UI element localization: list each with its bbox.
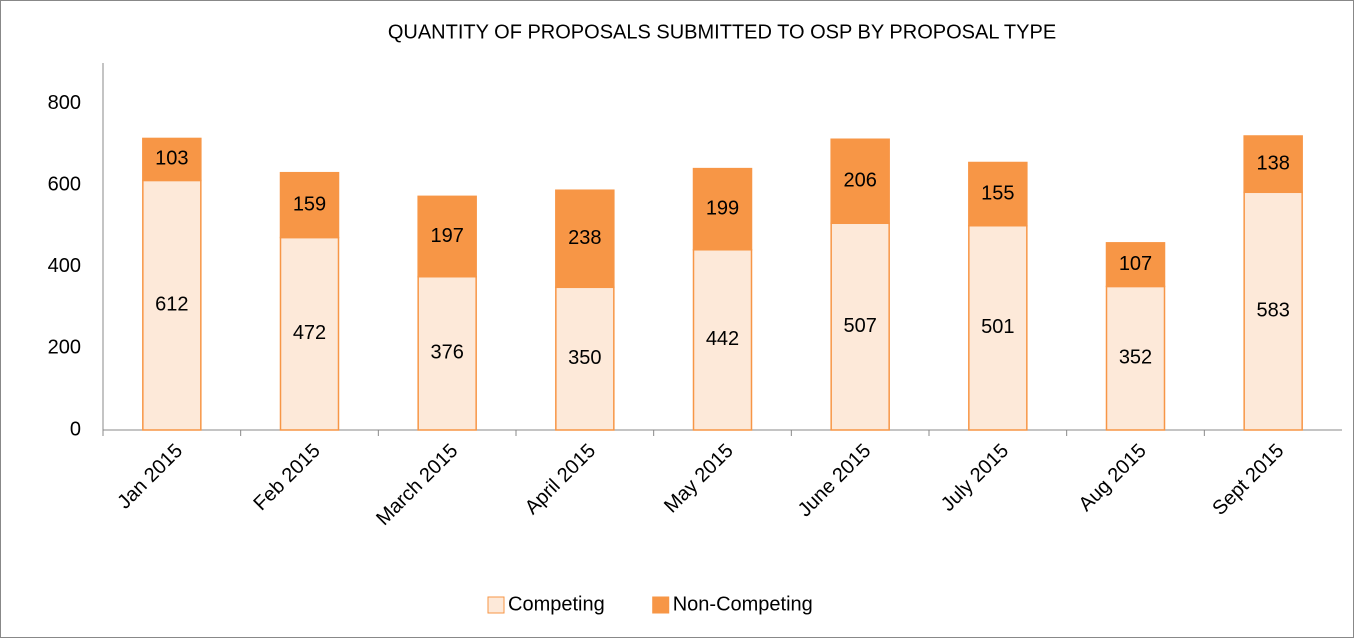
legend-swatch bbox=[652, 596, 670, 614]
data-label: 583 bbox=[1256, 299, 1289, 321]
y-tick-label: 600 bbox=[48, 174, 81, 196]
data-label: 442 bbox=[706, 328, 739, 350]
data-label: 472 bbox=[293, 322, 326, 344]
data-label: 107 bbox=[1119, 253, 1152, 275]
bar bbox=[142, 137, 202, 182]
y-tick-label: 200 bbox=[48, 337, 81, 359]
y-tick-label: 800 bbox=[48, 92, 81, 114]
data-label: 376 bbox=[430, 342, 463, 364]
bar bbox=[417, 195, 477, 278]
legend-label: Non-Competing bbox=[673, 593, 813, 615]
bar bbox=[830, 138, 890, 225]
data-label: 612 bbox=[155, 294, 188, 316]
bar bbox=[692, 167, 753, 251]
bar bbox=[279, 171, 340, 239]
data-label: 159 bbox=[293, 193, 326, 215]
bar bbox=[1105, 242, 1166, 288]
data-label: 238 bbox=[568, 227, 601, 249]
y-tick-label: 0 bbox=[70, 418, 81, 440]
data-label: 206 bbox=[843, 170, 876, 192]
legend-swatch bbox=[487, 596, 505, 614]
bar bbox=[968, 224, 1028, 431]
bar bbox=[1243, 191, 1303, 431]
bar bbox=[1243, 135, 1303, 194]
y-tick-label: 400 bbox=[48, 255, 81, 277]
data-label: 103 bbox=[155, 148, 188, 170]
data-label: 197 bbox=[430, 225, 463, 247]
data-label: 155 bbox=[981, 182, 1014, 204]
bar bbox=[830, 222, 890, 431]
data-label: 507 bbox=[843, 315, 876, 337]
data-label: 138 bbox=[1256, 152, 1289, 174]
bar bbox=[279, 236, 340, 431]
chart-title: QUANTITY OF PROPOSALS SUBMITTED TO OSP B… bbox=[388, 21, 1056, 43]
bar bbox=[417, 275, 477, 431]
bar bbox=[555, 189, 615, 289]
data-label: 352 bbox=[1119, 347, 1152, 369]
data-label: 501 bbox=[981, 316, 1014, 338]
data-label: 350 bbox=[568, 347, 601, 369]
legend-label: Competing bbox=[508, 593, 605, 615]
bar bbox=[968, 161, 1028, 227]
data-label: 199 bbox=[706, 197, 739, 219]
bar bbox=[142, 179, 202, 431]
